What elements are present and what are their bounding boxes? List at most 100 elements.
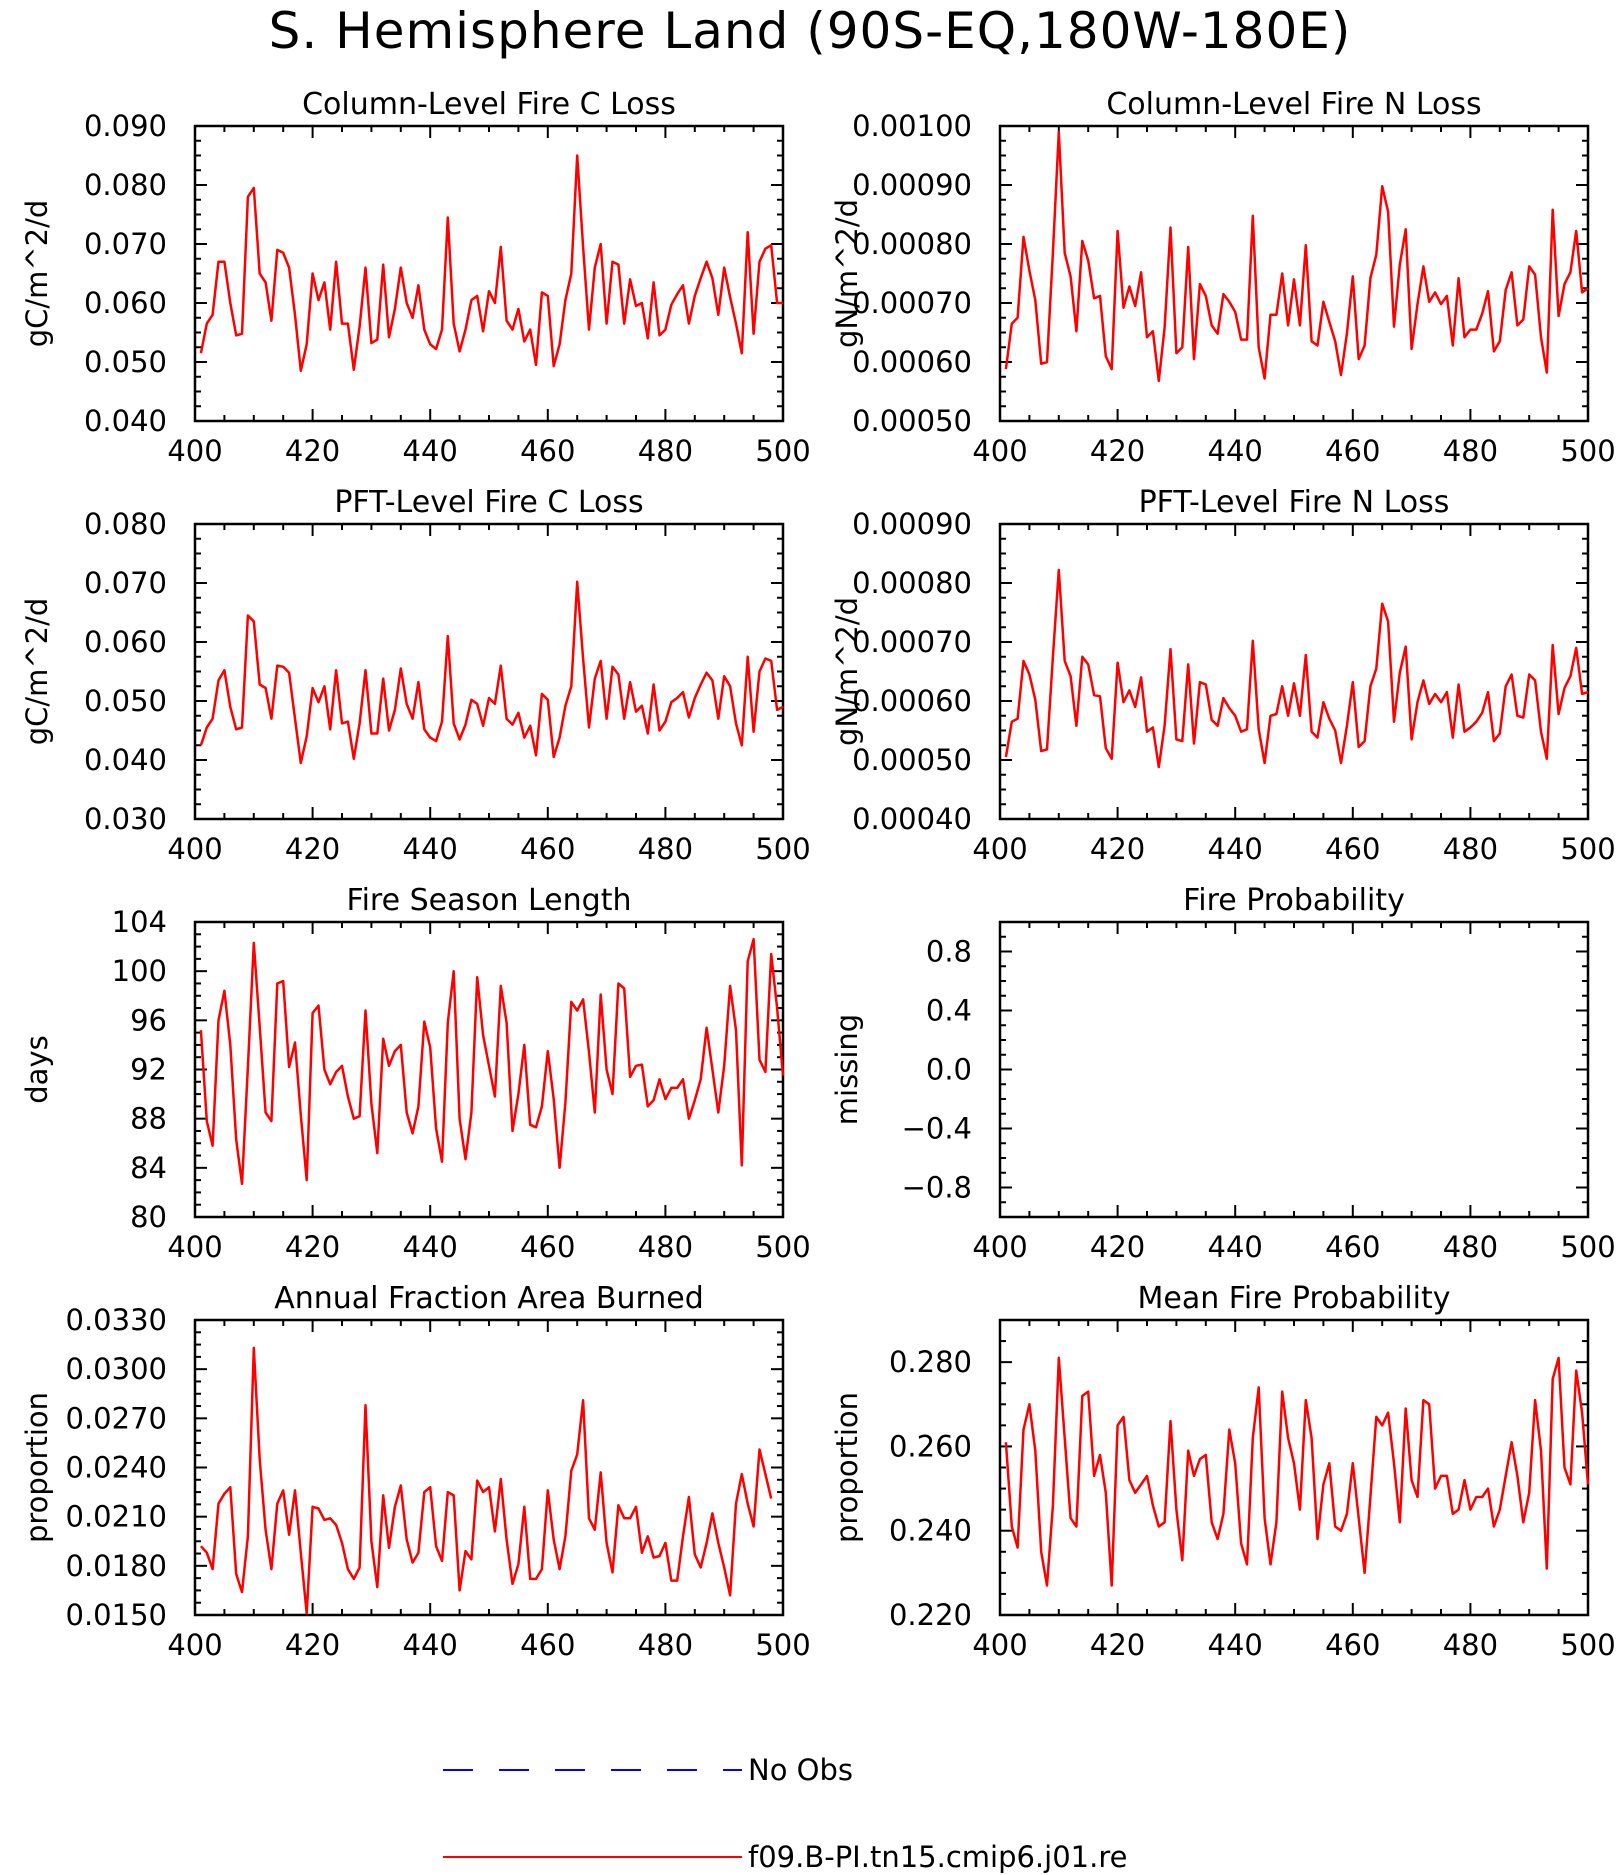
chart-column-level-fire-c-loss-xtick-label: 480 bbox=[638, 434, 693, 468]
legend-label-model: f09.B-PI.tn15.cmip6.j01.re bbox=[748, 1840, 1127, 1874]
chart-fire-season-length-xtick-label: 460 bbox=[520, 1230, 575, 1264]
chart-fire-probability-ytick-label: 0.8 bbox=[926, 935, 972, 969]
chart-pft-level-fire-n-loss-ytick-label: 0.00070 bbox=[852, 625, 972, 659]
chart-mean-fire-probability-xtick-label: 460 bbox=[1325, 1628, 1380, 1662]
chart-pft-level-fire-n-loss-ylabel: gN/m^2/d bbox=[830, 597, 864, 746]
chart-column-level-fire-c-loss-xtick-label: 440 bbox=[403, 434, 458, 468]
chart-fire-season-length-ytick-label: 100 bbox=[112, 954, 167, 988]
chart-column-level-fire-c-loss-xtick-label: 400 bbox=[167, 434, 222, 468]
chart-column-level-fire-c-loss-ytick-label: 0.080 bbox=[84, 168, 167, 202]
chart-fire-probability-xtick-label: 440 bbox=[1208, 1230, 1263, 1264]
chart-pft-level-fire-n-loss-xtick-label: 480 bbox=[1443, 832, 1498, 866]
chart-annual-fraction-area-burned-ytick-label: 0.0270 bbox=[66, 1401, 167, 1435]
chart-pft-level-fire-c-loss-xtick-label: 440 bbox=[403, 832, 458, 866]
chart-column-level-fire-n-loss-ytick-label: 0.00070 bbox=[852, 286, 972, 320]
chart-mean-fire-probability-xtick-label: 500 bbox=[1560, 1628, 1615, 1662]
chart-column-level-fire-c-loss-ytick-label: 0.040 bbox=[84, 404, 167, 438]
chart-column-level-fire-n-loss-xtick-label: 400 bbox=[972, 434, 1027, 468]
chart-column-level-fire-c-loss-ytick-label: 0.070 bbox=[84, 227, 167, 261]
chart-pft-level-fire-c-loss-series-line bbox=[199, 580, 784, 765]
chart-fire-season-length-ytick-label: 92 bbox=[130, 1053, 167, 1087]
chart-column-level-fire-c-loss: Column-Level Fire C Loss 400 420 440 460 480 5… bbox=[20, 87, 811, 468]
chart-pft-level-fire-c-loss-xtick-label: 500 bbox=[755, 832, 810, 866]
chart-fire-season-length-xtick-label: 500 bbox=[755, 1230, 810, 1264]
chart-mean-fire-probability-ytick-label: 0.280 bbox=[889, 1345, 972, 1379]
chart-pft-level-fire-c-loss-xtick-label: 400 bbox=[167, 832, 222, 866]
chart-pft-level-fire-c-loss-ytick-label: 0.060 bbox=[84, 625, 167, 659]
legend: No Obs f09.B-PI.tn15.cmip6.j01.re bbox=[443, 1753, 1127, 1874]
chart-fire-season-length-xtick-label: 440 bbox=[403, 1230, 458, 1264]
chart-pft-level-fire-n-loss-xtick-label: 420 bbox=[1090, 832, 1145, 866]
chart-fire-season-length: Fire Season Length 400 420 440 460 480 500 80 84… bbox=[20, 883, 811, 1264]
chart-pft-level-fire-c-loss-ylabel: gC/m^2/d bbox=[20, 598, 54, 746]
chart-annual-fraction-area-burned-ylabel: proportion bbox=[20, 1392, 54, 1543]
chart-column-level-fire-n-loss-ytick-label: 0.00060 bbox=[852, 345, 972, 379]
chart-column-level-fire-c-loss-ylabel: gC/m^2/d bbox=[20, 200, 54, 348]
chart-annual-fraction-area-burned-ytick-label: 0.0210 bbox=[66, 1500, 167, 1534]
chart-column-level-fire-c-loss-ytick-label: 0.060 bbox=[84, 286, 167, 320]
chart-column-level-fire-n-loss-xtick-label: 500 bbox=[1560, 434, 1615, 468]
chart-pft-level-fire-c-loss-title: PFT-Level Fire C Loss bbox=[334, 485, 643, 520]
chart-annual-fraction-area-burned-ytick-label: 0.0240 bbox=[66, 1451, 167, 1485]
chart-column-level-fire-n-loss: Column-Level Fire N Loss 400 420 440 460 480 5… bbox=[830, 87, 1616, 468]
chart-annual-fraction-area-burned-xtick-label: 400 bbox=[167, 1628, 222, 1662]
chart-fire-season-length-xtick-label: 420 bbox=[285, 1230, 340, 1264]
legend-label-no-obs: No Obs bbox=[748, 1753, 853, 1787]
chart-fire-probability-xtick-label: 480 bbox=[1443, 1230, 1498, 1264]
chart-mean-fire-probability-title: Mean Fire Probability bbox=[1138, 1281, 1451, 1316]
chart-column-level-fire-n-loss-ylabel: gN/m^2/d bbox=[830, 199, 864, 348]
chart-fire-season-length-ytick-label: 104 bbox=[112, 905, 167, 939]
chart-fire-season-length-ytick-label: 84 bbox=[130, 1151, 167, 1185]
chart-column-level-fire-c-loss-frame bbox=[193, 124, 785, 423]
chart-pft-level-fire-c-loss-ytick-label: 0.030 bbox=[84, 802, 167, 836]
chart-fire-probability-xtick-label: 420 bbox=[1090, 1230, 1145, 1264]
chart-mean-fire-probability-ytick-label: 0.220 bbox=[889, 1598, 972, 1632]
chart-fire-season-length-ytick-label: 88 bbox=[130, 1102, 167, 1136]
chart-fire-season-length-series-line bbox=[199, 937, 785, 1186]
chart-column-level-fire-c-loss-xtick-label: 500 bbox=[755, 434, 810, 468]
chart-pft-level-fire-n-loss-ytick-label: 0.00040 bbox=[852, 802, 972, 836]
chart-mean-fire-probability-ylabel: proportion bbox=[830, 1392, 864, 1543]
chart-column-level-fire-n-loss-xtick-label: 460 bbox=[1325, 434, 1380, 468]
chart-pft-level-fire-n-loss-series-line bbox=[1004, 568, 1589, 769]
chart-pft-level-fire-c-loss-ytick-label: 0.050 bbox=[84, 684, 167, 718]
chart-column-level-fire-c-loss-ytick-label: 0.090 bbox=[84, 109, 167, 143]
chart-column-level-fire-c-loss-xtick-label: 460 bbox=[520, 434, 575, 468]
chart-column-level-fire-n-loss-ytick-label: 0.00080 bbox=[852, 227, 972, 261]
chart-column-level-fire-n-loss-ytick-label: 0.00090 bbox=[852, 168, 972, 202]
chart-column-level-fire-c-loss-xtick-label: 420 bbox=[285, 434, 340, 468]
chart-mean-fire-probability-xtick-label: 440 bbox=[1208, 1628, 1263, 1662]
chart-annual-fraction-area-burned-ytick-label: 0.0330 bbox=[66, 1303, 167, 1337]
chart-pft-level-fire-n-loss-xtick-label: 500 bbox=[1560, 832, 1615, 866]
chart-mean-fire-probability: Mean Fire Probability 400 420 440 460 480 500 0… bbox=[830, 1281, 1616, 1662]
chart-fire-probability-xtick-label: 500 bbox=[1560, 1230, 1615, 1264]
chart-annual-fraction-area-burned-ytick-label: 0.0300 bbox=[66, 1352, 167, 1386]
chart-annual-fraction-area-burned-title: Annual Fraction Area Burned bbox=[274, 1281, 704, 1316]
chart-fire-season-length-title: Fire Season Length bbox=[347, 883, 632, 918]
chart-fire-season-length-ytick-label: 80 bbox=[130, 1200, 167, 1234]
chart-annual-fraction-area-burned-series-line bbox=[199, 1346, 773, 1615]
chart-pft-level-fire-c-loss-xtick-label: 480 bbox=[638, 832, 693, 866]
chart-fire-season-length-xtick-label: 400 bbox=[167, 1230, 222, 1264]
chart-panels: Column-Level Fire C Loss 400 420 440 460 480 5… bbox=[20, 87, 1616, 1662]
chart-annual-fraction-area-burned-xtick-label: 440 bbox=[403, 1628, 458, 1662]
chart-pft-level-fire-n-loss-xtick-label: 400 bbox=[972, 832, 1027, 866]
chart-mean-fire-probability-xtick-label: 400 bbox=[972, 1628, 1027, 1662]
chart-fire-probability-ylabel: missing bbox=[830, 1014, 864, 1125]
chart-annual-fraction-area-burned-frame bbox=[193, 1318, 785, 1617]
chart-fire-probability-ytick-label: −0.4 bbox=[902, 1112, 972, 1146]
chart-mean-fire-probability-series-line bbox=[1004, 1356, 1590, 1587]
chart-column-level-fire-n-loss-ytick-label: 0.00100 bbox=[852, 109, 972, 143]
chart-pft-level-fire-c-loss-ytick-label: 0.080 bbox=[84, 507, 167, 541]
chart-pft-level-fire-n-loss-xtick-label: 440 bbox=[1208, 832, 1263, 866]
chart-fire-probability-ytick-label: −0.8 bbox=[902, 1171, 972, 1205]
chart-column-level-fire-c-loss-series-line bbox=[199, 154, 783, 373]
chart-column-level-fire-n-loss-title: Column-Level Fire N Loss bbox=[1106, 87, 1481, 122]
chart-fire-probability-ytick-label: 0.4 bbox=[926, 994, 972, 1028]
chart-column-level-fire-n-loss-frame bbox=[998, 124, 1590, 423]
chart-fire-season-length-ytick-label: 96 bbox=[130, 1003, 167, 1037]
chart-mean-fire-probability-xtick-label: 480 bbox=[1443, 1628, 1498, 1662]
chart-mean-fire-probability-ytick-label: 0.260 bbox=[889, 1429, 972, 1463]
chart-column-level-fire-c-loss-ytick-label: 0.050 bbox=[84, 345, 167, 379]
chart-annual-fraction-area-burned-xtick-label: 500 bbox=[755, 1628, 810, 1662]
